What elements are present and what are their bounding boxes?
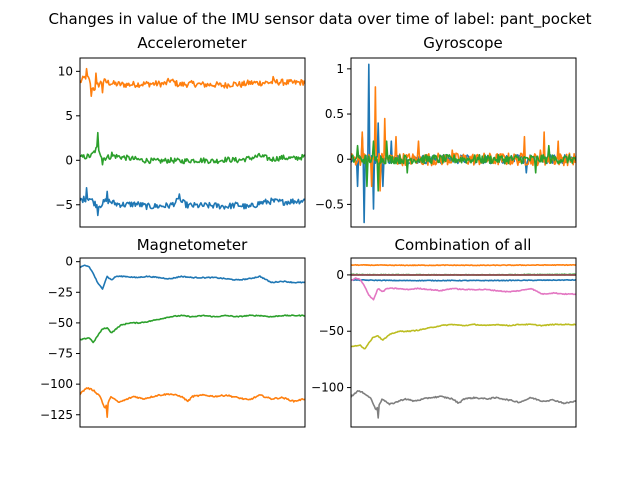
- y-tick-label: 5: [65, 109, 73, 123]
- series-line-2: [351, 86, 576, 192]
- axes-frame: [350, 257, 577, 428]
- axes-frame: [350, 57, 577, 228]
- panel-magnetometer: Magnetometer 0 −25 −50 −75 −100 −125: [40, 236, 306, 428]
- y-tick-label: −125: [40, 408, 73, 422]
- series-line-7: [351, 277, 576, 301]
- y-tick-label: −50: [319, 324, 344, 338]
- y-tick-label: 0: [65, 255, 73, 269]
- y-tick-label: −100: [311, 381, 344, 395]
- figure-title: Changes in value of the IMU sensor data …: [49, 10, 592, 29]
- y-tick-label: −75: [48, 347, 73, 361]
- series-line-8: [351, 323, 576, 350]
- y-tick-label: 0: [336, 268, 344, 282]
- panel-title: Accelerometer: [137, 34, 247, 52]
- panel-accelerometer: Accelerometer 10 5 0 −5: [55, 34, 306, 228]
- panel-gyroscope: Gyroscope 1 0.5 0 −0.5: [315, 34, 577, 228]
- series-line-2: [80, 314, 305, 344]
- y-tick-label: −5: [55, 198, 73, 212]
- series-line-3: [351, 140, 576, 192]
- series-line-1: [80, 67, 305, 98]
- y-tick-label: 10: [58, 64, 73, 78]
- axes-frame: [79, 257, 306, 428]
- y-tick-label: −0.5: [315, 197, 344, 211]
- series-line-1: [80, 264, 305, 290]
- y-tick-label: 1: [336, 62, 344, 76]
- panel-title: Combination of all: [395, 236, 532, 254]
- panel-combination-of-all: Combination of all 0 −50 −100: [311, 236, 577, 428]
- series-line-3: [80, 187, 305, 217]
- series-line-3: [80, 387, 305, 418]
- series-line-2: [80, 131, 305, 166]
- y-tick-label: −25: [48, 285, 73, 299]
- y-tick-label: 0: [336, 152, 344, 166]
- series-line-9: [351, 390, 576, 419]
- axes-frame: [79, 57, 306, 228]
- panel-title: Gyroscope: [423, 34, 503, 52]
- y-tick-label: 0: [65, 153, 73, 167]
- series-line-2: [351, 263, 576, 267]
- y-tick-label: −100: [40, 377, 73, 391]
- y-tick-label: −50: [48, 316, 73, 330]
- y-tick-label: 0.5: [325, 107, 344, 121]
- panel-title: Magnetometer: [137, 236, 248, 254]
- series-line-1: [351, 278, 576, 282]
